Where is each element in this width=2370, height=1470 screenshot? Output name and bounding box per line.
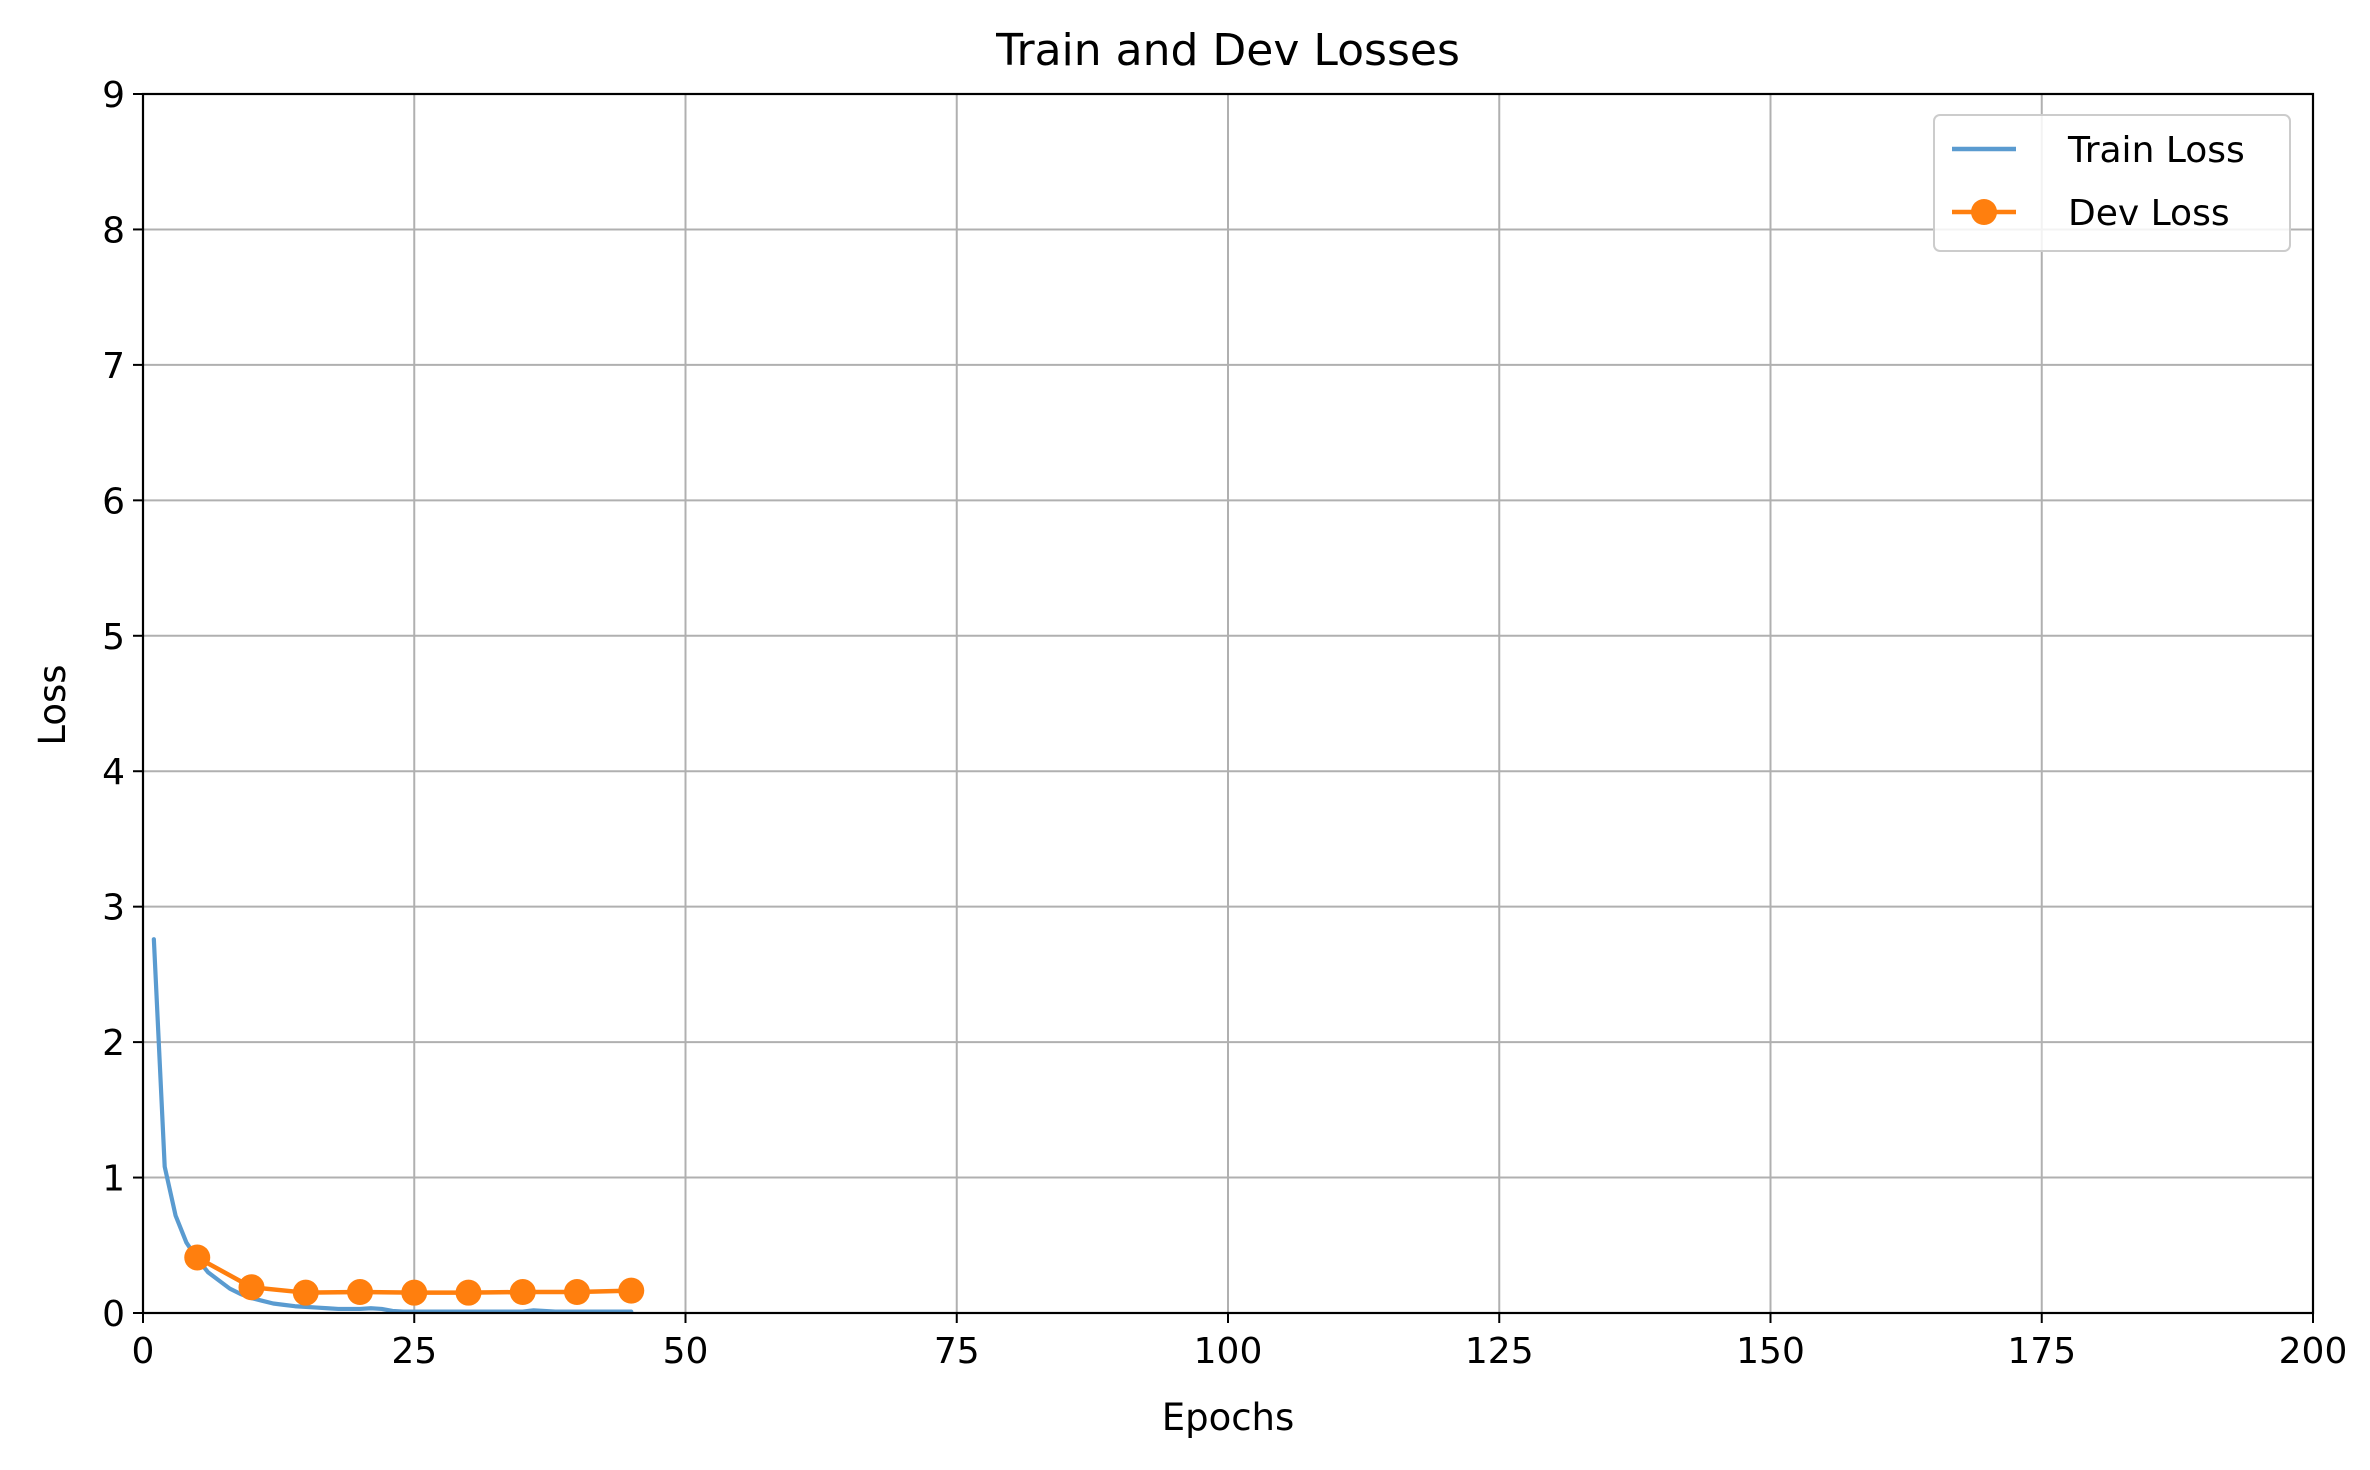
data-point [564,1279,590,1306]
y-tick-label: 1 [102,1159,125,1200]
y-tick-label: 4 [102,752,125,793]
x-tick-label: 100 [1194,1331,1263,1372]
data-point [292,1279,319,1306]
series-layer [151,937,645,1314]
y-tick-label: 2 [102,1023,125,1064]
x-tick-label: 175 [2007,1331,2076,1372]
data-point [238,1274,265,1301]
y-tick-label: 7 [102,346,125,387]
y-tick-label: 5 [102,617,125,658]
series-0 [151,937,634,1314]
legend-item: Train Loss [1952,130,2245,171]
y-tick-label: 8 [102,210,125,251]
legend-label: Dev Loss [2068,193,2230,234]
legend-box [1933,114,2291,252]
x-tick-label: 50 [663,1331,709,1372]
data-point [455,1279,482,1306]
data-point [347,1279,373,1306]
data-point [184,1244,211,1271]
data-point [509,1279,536,1306]
data-point [618,1277,645,1304]
y-tick-label: 6 [102,481,125,522]
x-tick-label: 0 [132,1331,155,1372]
series-line [151,937,634,1314]
x-axis-label: Epochs [1162,1396,1295,1439]
data-point [401,1279,428,1306]
legend-marker [1971,199,1997,225]
legend-label: Train Loss [2067,130,2245,171]
grid [142,93,2314,1314]
y-tick-label: 0 [102,1294,125,1335]
x-tick-label: 75 [934,1331,980,1372]
series-1 [184,1244,645,1306]
x-tick-label: 25 [391,1331,437,1372]
legend: Train Loss Dev Loss [1933,114,2291,252]
y-tick-label: 9 [102,75,125,116]
x-tick-label: 200 [2279,1331,2348,1372]
x-tick-label: 125 [1465,1331,1534,1372]
legend-item: Dev Loss [1952,193,2230,234]
y-axis-label: Loss [31,664,74,745]
y-tick-label: 3 [102,888,125,929]
axis-ticks: 0 25 50 75 100 125 150 175 200 0 1 2 3 4 5 6 7 8 9 [102,75,2347,1372]
chart-title: Train and Dev Losses [995,25,1460,76]
x-tick-label: 150 [1736,1331,1805,1372]
